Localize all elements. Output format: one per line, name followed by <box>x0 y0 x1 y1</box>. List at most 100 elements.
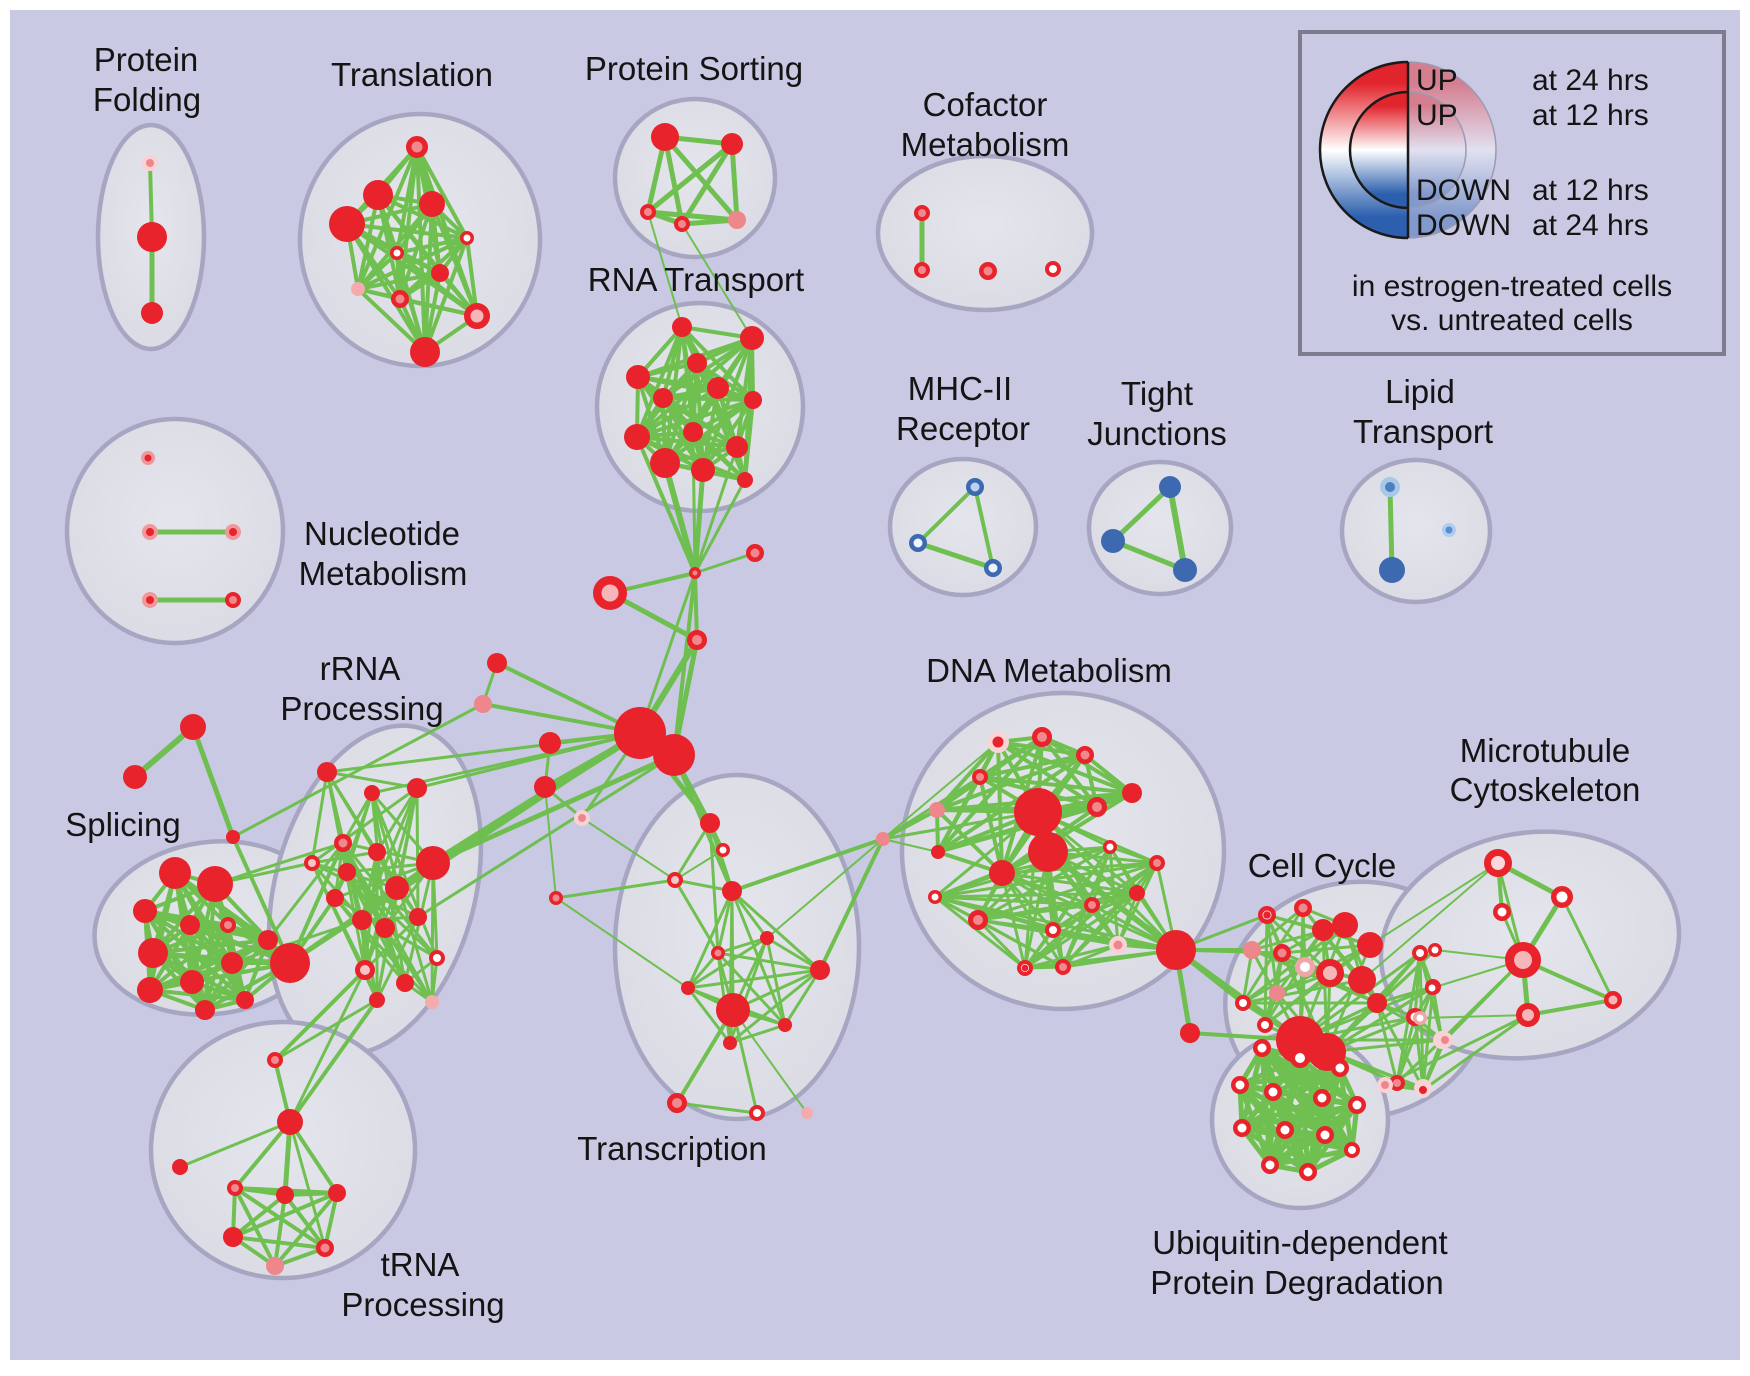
cluster-label-protein-folding-1: Protein <box>94 41 199 78</box>
edge <box>1282 1102 1360 1133</box>
node-6 <box>419 191 445 217</box>
edge <box>647 211 683 328</box>
node-8 <box>390 246 404 260</box>
node-93 <box>549 891 563 905</box>
node-dot-129 <box>1263 911 1271 919</box>
edge <box>1023 943 1120 970</box>
edge <box>1110 484 1173 544</box>
edge <box>662 134 685 227</box>
cluster-label-lipid-transport-2: Transport <box>1353 413 1493 450</box>
edge <box>544 786 557 899</box>
edge <box>1263 913 1269 1027</box>
node-2 <box>141 302 163 324</box>
node-121 <box>1084 897 1100 913</box>
edge <box>273 1191 339 1268</box>
edge <box>1361 862 1499 981</box>
node-47 <box>180 714 206 740</box>
node-17 <box>674 216 690 232</box>
legend-row-label-1: UP <box>1416 64 1458 97</box>
node-94 <box>722 881 742 901</box>
edge <box>398 297 479 318</box>
edge <box>231 702 485 839</box>
edge <box>1383 1013 1530 1087</box>
edge <box>635 398 755 439</box>
node-23 <box>672 317 692 337</box>
edge <box>679 217 740 227</box>
edge <box>673 878 720 955</box>
cluster-label-rrna-processing-2: Processing <box>280 690 443 727</box>
node-181 <box>1173 558 1197 582</box>
node-30 <box>624 424 650 450</box>
node-79 <box>369 992 385 1008</box>
edge <box>691 430 747 482</box>
edge <box>231 1191 339 1239</box>
edge <box>203 938 270 1012</box>
edge <box>310 786 419 865</box>
node-38 <box>593 576 627 610</box>
cluster-label-microtubule-cytoskeleton-2: Cytoskeleton <box>1450 771 1641 808</box>
node-89 <box>266 1257 284 1275</box>
cluster-label-mhc-ii-receptor-2: Receptor <box>896 410 1030 447</box>
node-105 <box>876 832 890 846</box>
node-43 <box>534 776 556 798</box>
node-80 <box>425 995 439 1009</box>
cluster-label-translation: Translation <box>331 56 493 93</box>
node-33 <box>650 448 680 478</box>
edge <box>1267 1147 1355 1168</box>
edge <box>430 861 435 1004</box>
node-87 <box>223 1227 243 1247</box>
edge <box>415 786 420 919</box>
cluster-label-lipid-transport-1: Lipid <box>1385 373 1455 410</box>
node-0 <box>142 155 158 171</box>
node-76 <box>429 950 445 966</box>
edge <box>423 236 469 354</box>
edge <box>356 193 380 291</box>
node-11 <box>391 290 409 308</box>
node-35 <box>737 472 753 488</box>
node-67 <box>304 855 320 871</box>
node-36 <box>689 567 701 579</box>
edge <box>645 141 735 215</box>
cluster-label-dna-metabolism: DNA Metabolism <box>926 652 1172 689</box>
edge <box>375 886 399 1002</box>
edge <box>415 145 469 240</box>
node-133 <box>1357 932 1383 958</box>
node-163 <box>1344 1142 1360 1158</box>
edge <box>1395 985 1435 1085</box>
node-82 <box>277 1109 303 1135</box>
cluster-label-trna-processing-1: tRNA <box>381 1246 460 1283</box>
node-170 <box>1516 1003 1540 1027</box>
edge <box>356 271 442 291</box>
node-18 <box>728 211 746 229</box>
node-165 <box>1551 886 1573 908</box>
edge <box>728 968 822 1045</box>
node-140 <box>1235 995 1251 1011</box>
node-54 <box>220 917 236 933</box>
edge <box>266 841 345 942</box>
cluster-label-tight-junctions-2: Junctions <box>1087 415 1226 452</box>
edge <box>976 918 1027 970</box>
cluster-label-splicing: Splicing <box>65 806 181 843</box>
node-14 <box>651 123 679 151</box>
edge <box>1421 985 1435 1090</box>
edge <box>554 878 677 900</box>
node-74 <box>375 918 395 938</box>
node-88 <box>316 1239 334 1257</box>
node-22 <box>1045 261 1061 277</box>
node-103 <box>749 1105 765 1121</box>
cluster-label-trna-processing-2: Processing <box>341 1286 504 1323</box>
cluster-ellipse-protein-sorting <box>612 96 778 260</box>
edge <box>693 551 757 575</box>
legend-row-label-4: DOWN <box>1416 209 1511 242</box>
node-106 <box>987 731 1009 753</box>
edge <box>691 430 697 575</box>
node-166 <box>1493 903 1511 921</box>
cluster-label-tight-junctions-1: Tight <box>1121 375 1193 412</box>
node-37 <box>746 544 764 562</box>
edge <box>936 775 982 854</box>
node-3 <box>406 136 428 158</box>
cluster-label-ubiquitin-degradation-1: Ubiquitin-dependent <box>1152 1224 1447 1261</box>
cluster-label-mhc-ii-receptor-1: MHC-II <box>908 370 1012 407</box>
node-111 <box>1122 783 1142 803</box>
node-32 <box>726 436 748 458</box>
